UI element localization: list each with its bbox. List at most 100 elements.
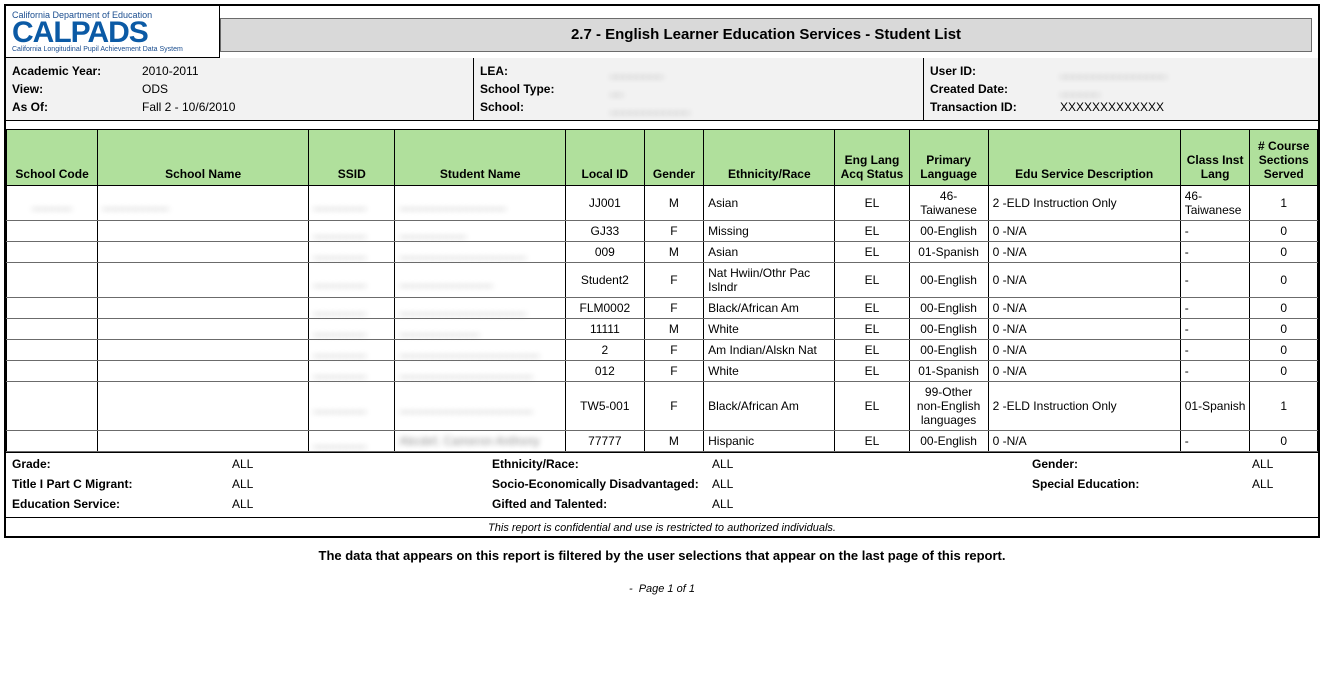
filter-line: Gifted and Talented:ALL bbox=[492, 497, 1032, 511]
filter-col-a: Grade:ALLTitle I Part C Migrant:ALLEduca… bbox=[12, 457, 492, 511]
cell-el-status: EL bbox=[835, 360, 909, 381]
cell-edu-service: 0 -N/A bbox=[988, 360, 1180, 381]
cell-ssid: ________ bbox=[309, 297, 395, 318]
filter-line: Grade:ALL bbox=[12, 457, 492, 471]
cell-local-id: FLM0002 bbox=[565, 297, 644, 318]
cell-sections: 0 bbox=[1250, 318, 1318, 339]
cell-school-name bbox=[98, 220, 309, 241]
cell-school-name: __________ bbox=[98, 185, 309, 220]
cell-ssid: ________ bbox=[309, 360, 395, 381]
cell-edu-service: 0 -N/A bbox=[988, 318, 1180, 339]
cell-primary-lang: 01-Spanish bbox=[909, 360, 988, 381]
filter-value: ALL bbox=[232, 457, 253, 471]
filter-label: Gender: bbox=[1032, 457, 1252, 471]
cell-ssid: ________ bbox=[309, 381, 395, 430]
cell-student-name: ____________________ bbox=[395, 381, 566, 430]
cell-school-name bbox=[98, 318, 309, 339]
cell-class-lang: - bbox=[1180, 339, 1250, 360]
meta-col-3: User ID:________________ Created Date:___… bbox=[924, 58, 1318, 120]
cell-ethnicity: Asian bbox=[704, 185, 835, 220]
table-row: ____________________11111MWhiteEL00-Engl… bbox=[7, 318, 1318, 339]
col-header: Eng Lang Acq Status bbox=[835, 129, 909, 185]
meta-value: __ bbox=[610, 82, 623, 96]
cell-student-name: ___________________ bbox=[395, 297, 566, 318]
cell-student-name: ____________ bbox=[395, 318, 566, 339]
cell-sections: 0 bbox=[1250, 430, 1318, 451]
filter-line: Gender:ALL bbox=[1032, 457, 1312, 471]
cell-primary-lang: 99-Other non-English languages bbox=[909, 381, 988, 430]
col-header: Primary Language bbox=[909, 129, 988, 185]
meta-line: As Of:Fall 2 - 10/6/2010 bbox=[12, 98, 467, 116]
cell-sections: 0 bbox=[1250, 220, 1318, 241]
student-table: School CodeSchool NameSSIDStudent NameLo… bbox=[6, 129, 1318, 452]
filter-value: ALL bbox=[232, 497, 253, 511]
cell-el-status: EL bbox=[835, 297, 909, 318]
col-header: Ethnicity/Race bbox=[704, 129, 835, 185]
filter-line: Socio-Economically Disadvantaged:ALL bbox=[492, 477, 1032, 491]
cell-el-status: EL bbox=[835, 339, 909, 360]
cell-gender: M bbox=[644, 241, 703, 262]
meta-row: Academic Year:2010-2011View:ODSAs Of:Fal… bbox=[6, 58, 1318, 121]
cell-student-name: ___________________ bbox=[395, 241, 566, 262]
cell-local-id: 11111 bbox=[565, 318, 644, 339]
meta-line: Transaction ID:XXXXXXXXXXXXX bbox=[930, 98, 1312, 116]
table-row: ________________________________________… bbox=[7, 185, 1318, 220]
table-header: School CodeSchool NameSSIDStudent NameLo… bbox=[7, 129, 1318, 185]
cell-gender: M bbox=[644, 185, 703, 220]
cell-primary-lang: 00-English bbox=[909, 318, 988, 339]
cell-school-name bbox=[98, 262, 309, 297]
cell-sections: 0 bbox=[1250, 360, 1318, 381]
cell-primary-lang: 46-Taiwanese bbox=[909, 185, 988, 220]
filter-col-c: Gender:ALLSpecial Education:ALL bbox=[1032, 457, 1312, 511]
cell-local-id: 77777 bbox=[565, 430, 644, 451]
cell-ssid: ________ bbox=[309, 220, 395, 241]
cell-ethnicity: Black/African Am bbox=[704, 381, 835, 430]
table-row: ____________________________012FWhiteEL0… bbox=[7, 360, 1318, 381]
cell-local-id: 009 bbox=[565, 241, 644, 262]
filter-col-b: Ethnicity/Race:ALLSocio-Economically Dis… bbox=[492, 457, 1032, 511]
cell-school-code bbox=[7, 360, 98, 381]
cell-school-code bbox=[7, 318, 98, 339]
cell-school-name bbox=[98, 430, 309, 451]
cell-ethnicity: Missing bbox=[704, 220, 835, 241]
meta-line: School:____________ bbox=[480, 98, 917, 116]
meta-label: User ID: bbox=[930, 64, 1060, 78]
cell-edu-service: 0 -N/A bbox=[988, 241, 1180, 262]
cell-student-name: ____________________ bbox=[395, 360, 566, 381]
filter-summary: Grade:ALLTitle I Part C Migrant:ALLEduca… bbox=[6, 452, 1318, 517]
col-header: Gender bbox=[644, 129, 703, 185]
col-header: Local ID bbox=[565, 129, 644, 185]
meta-label: School: bbox=[480, 100, 610, 114]
meta-col-2: LEA:________School Type:__School:_______… bbox=[474, 58, 924, 120]
cell-school-code bbox=[7, 339, 98, 360]
cell-local-id: GJ33 bbox=[565, 220, 644, 241]
cell-gender: F bbox=[644, 339, 703, 360]
meta-value: ODS bbox=[142, 82, 168, 96]
cell-school-name bbox=[98, 241, 309, 262]
cell-school-name bbox=[98, 339, 309, 360]
meta-col-1: Academic Year:2010-2011View:ODSAs Of:Fal… bbox=[6, 58, 474, 120]
meta-line: Created Date:______ bbox=[930, 80, 1312, 98]
cell-primary-lang: 00-English bbox=[909, 339, 988, 360]
cell-ssid: ________ bbox=[309, 318, 395, 339]
cell-student-name: ________________ bbox=[395, 185, 566, 220]
meta-label: Transaction ID: bbox=[930, 100, 1060, 114]
col-header: # Course Sections Served bbox=[1250, 129, 1318, 185]
cell-el-status: EL bbox=[835, 220, 909, 241]
cell-ethnicity: Black/African Am bbox=[704, 297, 835, 318]
cell-el-status: EL bbox=[835, 241, 909, 262]
meta-line: View:ODS bbox=[12, 80, 467, 98]
meta-value: ________________ bbox=[1060, 64, 1167, 78]
cell-sections: 0 bbox=[1250, 241, 1318, 262]
cell-student-name: _____________________ bbox=[395, 339, 566, 360]
cell-sections: 0 bbox=[1250, 262, 1318, 297]
cell-class-lang: - bbox=[1180, 360, 1250, 381]
filter-label: Socio-Economically Disadvantaged: bbox=[492, 477, 712, 491]
cell-el-status: EL bbox=[835, 430, 909, 451]
cell-ethnicity: Asian bbox=[704, 241, 835, 262]
cell-sections: 1 bbox=[1250, 185, 1318, 220]
cell-class-lang: 01-Spanish bbox=[1180, 381, 1250, 430]
filter-label: Gifted and Talented: bbox=[492, 497, 712, 511]
cell-school-code bbox=[7, 381, 98, 430]
table-row: ____________________________TW5-001FBlac… bbox=[7, 381, 1318, 430]
